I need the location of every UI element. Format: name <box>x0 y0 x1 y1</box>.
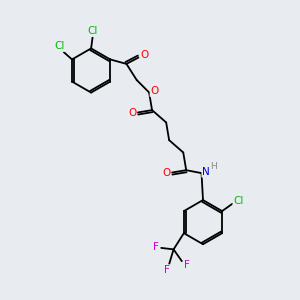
Text: H: H <box>211 162 217 171</box>
Text: Cl: Cl <box>54 41 65 51</box>
Text: F: F <box>153 242 159 252</box>
Text: N: N <box>202 167 210 177</box>
Text: F: F <box>184 260 190 270</box>
Text: Cl: Cl <box>87 26 98 36</box>
Text: O: O <box>150 86 158 96</box>
Text: O: O <box>140 50 148 60</box>
Text: O: O <box>128 108 136 118</box>
Text: Cl: Cl <box>233 196 244 206</box>
Text: O: O <box>162 167 170 178</box>
Text: F: F <box>164 265 170 275</box>
